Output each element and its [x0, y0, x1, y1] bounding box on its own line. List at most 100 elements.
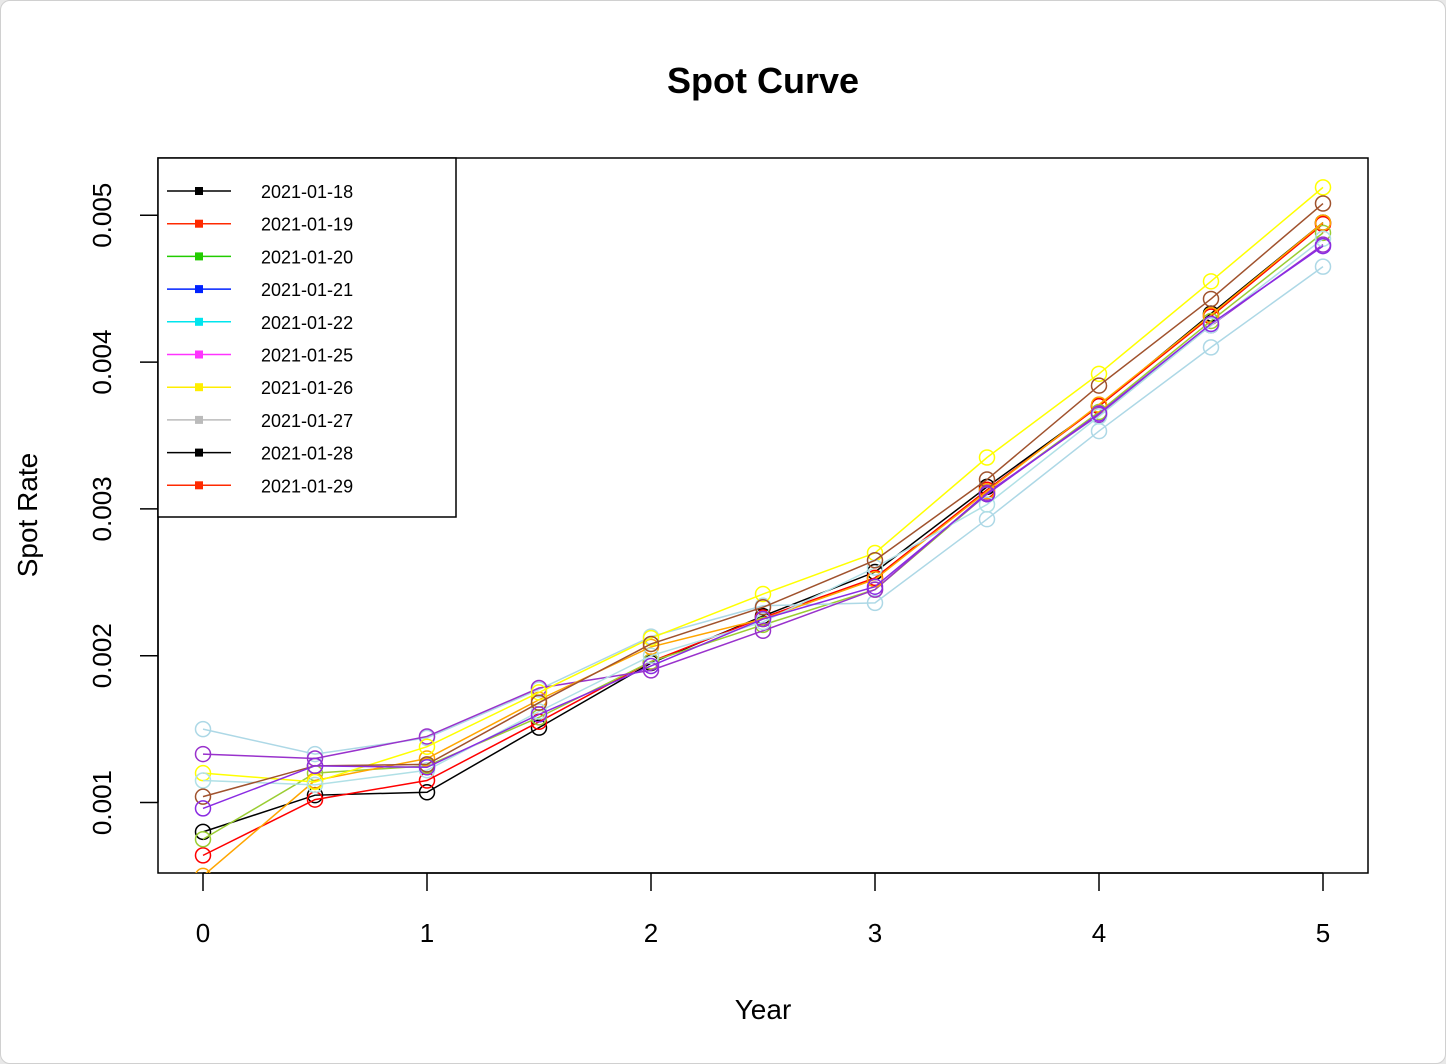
series-line — [202, 244, 1324, 760]
data-point — [642, 635, 660, 653]
data-point — [866, 578, 884, 595]
legend-marker — [195, 219, 203, 228]
legend-marker — [195, 448, 203, 457]
chart-title: Spot Curve — [667, 60, 859, 101]
legend-item: 2021-01-28 — [167, 444, 353, 464]
legend-marker — [195, 252, 203, 261]
data-point — [1090, 377, 1108, 394]
legend-label: 2021-01-28 — [261, 444, 353, 464]
legend-marker — [195, 415, 203, 424]
legend-label: 2021-01-22 — [261, 313, 353, 333]
legend-marker — [195, 285, 203, 294]
legend-item: 2021-01-26 — [167, 378, 353, 398]
legend-marker — [195, 350, 203, 359]
legend-label: 2021-01-18 — [261, 182, 353, 202]
y-tick-label: 0.002 — [87, 623, 117, 688]
data-point — [754, 585, 772, 603]
y-tick-label: 0.001 — [87, 770, 117, 835]
y-axis: 0.001 0.002 0.003 0.004 0.005 — [87, 183, 159, 835]
y-tick-label: 0.003 — [87, 476, 117, 541]
x-tick-label: 0 — [196, 918, 210, 948]
data-point — [418, 738, 436, 755]
data-point — [754, 599, 772, 616]
legend-label: 2021-01-29 — [261, 476, 353, 496]
x-tick-label: 5 — [1316, 918, 1330, 948]
data-point — [530, 719, 548, 736]
data-point — [978, 485, 996, 503]
legend-item: 2021-01-21 — [167, 280, 353, 300]
legend-item: 2021-01-25 — [167, 346, 353, 366]
data-point — [194, 772, 212, 789]
legend-marker — [195, 481, 203, 490]
data-point — [1314, 237, 1332, 255]
data-point — [1090, 405, 1108, 422]
series-line — [202, 232, 1324, 840]
legend-item: 2021-01-18 — [167, 182, 353, 202]
legend-item: 2021-01-29 — [167, 476, 353, 496]
x-tick-label: 4 — [1092, 918, 1106, 948]
data-point — [642, 657, 660, 675]
data-point — [1314, 224, 1332, 242]
data-point — [1202, 315, 1220, 333]
data-point — [978, 496, 996, 513]
data-point — [194, 823, 212, 841]
data-point — [418, 750, 436, 767]
data-point — [530, 706, 548, 723]
data-point — [194, 800, 212, 817]
data-point — [306, 757, 324, 775]
data-point — [1314, 214, 1332, 231]
data-point — [1314, 195, 1332, 212]
legend-item: 2021-01-22 — [167, 313, 353, 333]
series-line — [202, 245, 1324, 810]
legend-label: 2021-01-26 — [261, 378, 353, 398]
data-point — [754, 610, 772, 628]
legend: 2021-01-18 2021-01-19 2021-01-20 2021-01-21… — [157, 157, 457, 518]
data-point — [866, 594, 884, 612]
legend-marker — [195, 383, 203, 392]
legend-marker — [195, 187, 203, 195]
data-point — [530, 684, 548, 701]
series-layer — [194, 179, 1332, 873]
data-point — [1202, 339, 1220, 356]
y-tick-label: 0.004 — [87, 330, 117, 395]
data-point — [1202, 290, 1220, 308]
y-axis-label: Spot Rate — [12, 453, 43, 578]
x-axis-label: Year — [735, 994, 792, 1025]
data-point — [1090, 365, 1108, 383]
data-point — [194, 830, 212, 848]
y-tick-label: 0.005 — [87, 183, 117, 248]
data-point — [1090, 396, 1108, 413]
x-tick-label: 3 — [868, 918, 882, 948]
legend-item: 2021-01-20 — [167, 247, 353, 267]
data-point — [866, 552, 884, 569]
data-point — [1314, 258, 1332, 275]
data-point — [195, 867, 211, 873]
data-point — [642, 629, 660, 647]
x-axis: 0 1 2 3 4 5 — [196, 872, 1330, 948]
data-point — [418, 728, 436, 745]
data-point — [306, 745, 324, 763]
data-point — [306, 776, 324, 794]
data-point — [1314, 179, 1332, 196]
legend-box — [157, 157, 457, 518]
legend-label: 2021-01-20 — [261, 247, 353, 267]
data-point — [418, 784, 436, 801]
legend-item: 2021-01-27 — [167, 411, 353, 431]
series-line — [202, 238, 1324, 786]
x-tick-label: 1 — [420, 918, 434, 948]
legend-label: 2021-01-25 — [261, 346, 353, 366]
data-point — [194, 720, 212, 738]
legend-label: 2021-01-21 — [261, 280, 353, 300]
data-point — [754, 622, 772, 640]
data-point — [194, 745, 212, 763]
legend-item: 2021-01-19 — [167, 215, 353, 235]
data-point — [978, 449, 996, 466]
data-point — [418, 759, 436, 776]
data-point — [530, 694, 548, 711]
series-line — [202, 186, 1324, 783]
data-point — [194, 788, 212, 805]
data-point — [1202, 306, 1220, 324]
data-point — [194, 847, 212, 864]
data-point — [1202, 273, 1220, 290]
